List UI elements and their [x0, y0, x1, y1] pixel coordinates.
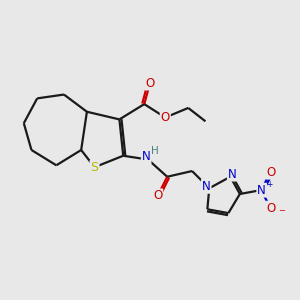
Text: +: + — [266, 180, 272, 189]
Text: N: N — [142, 150, 151, 164]
Text: N: N — [202, 180, 211, 193]
Text: N: N — [257, 184, 266, 197]
Text: O: O — [146, 76, 154, 90]
Text: O: O — [267, 166, 276, 179]
Text: O: O — [161, 111, 170, 124]
Text: O: O — [267, 202, 276, 214]
Text: N: N — [228, 168, 237, 181]
Text: H: H — [151, 146, 159, 156]
Text: −: − — [278, 206, 285, 215]
Text: S: S — [91, 161, 99, 174]
Text: O: O — [153, 189, 162, 203]
